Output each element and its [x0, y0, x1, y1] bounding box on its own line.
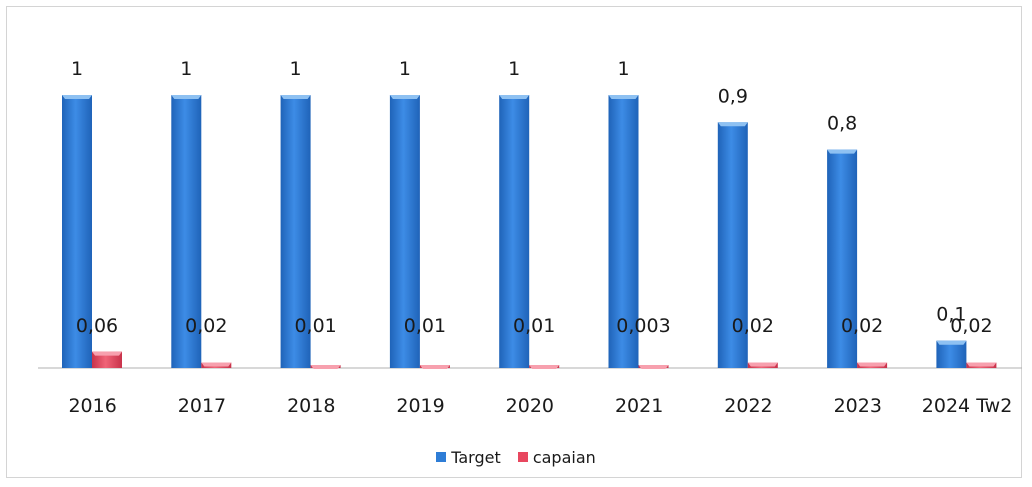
bar-cap — [171, 95, 202, 99]
legend-label-target: Target — [451, 447, 501, 467]
bar-target — [280, 95, 311, 368]
data-label-capaian: 0,02 — [185, 315, 227, 337]
bar-target — [936, 340, 967, 368]
data-label-capaian: 0,01 — [513, 315, 555, 337]
bar-cap — [936, 340, 967, 345]
data-label-capaian: 0,02 — [732, 315, 774, 337]
x-tick-label: 2021 — [615, 395, 663, 417]
legend: Target capaian — [0, 447, 1032, 467]
data-label-target: 1 — [290, 58, 302, 80]
x-tick-label: 2018 — [287, 395, 335, 417]
data-label-capaian: 0,01 — [404, 315, 446, 337]
data-label-target: 1 — [508, 58, 520, 80]
bar-target — [499, 95, 530, 368]
legend-swatch-capaian — [517, 452, 528, 462]
bar-cap — [201, 362, 232, 367]
bar-capaian — [92, 351, 122, 368]
data-label-target: 0,9 — [718, 85, 748, 107]
x-tick-label: 2023 — [834, 395, 882, 417]
bar-cap — [717, 122, 748, 127]
bar-cap — [638, 365, 669, 369]
bar-cap — [62, 95, 92, 99]
data-label-target: 1 — [71, 58, 83, 80]
x-tick-label: 2020 — [506, 395, 554, 417]
bar-target — [827, 149, 858, 368]
data-label-capaian: 0,02 — [950, 315, 992, 337]
bar-cap — [92, 351, 122, 356]
bar-cap — [966, 362, 997, 367]
data-label-capaian: 0,06 — [76, 315, 118, 337]
data-label-target: 1 — [180, 58, 192, 80]
x-tick-label: 2022 — [724, 395, 772, 417]
bar-cap — [608, 95, 639, 99]
legend-swatch-target — [436, 452, 447, 462]
x-tick-label: 2016 — [68, 395, 116, 417]
x-tick-label: 2019 — [396, 395, 444, 417]
bar-target — [608, 95, 639, 368]
bar-cap — [747, 362, 778, 367]
data-label-capaian: 0,01 — [294, 315, 336, 337]
data-label-target: 1 — [617, 58, 629, 80]
data-label-target: 0,1 — [936, 304, 966, 326]
bar-cap — [280, 95, 311, 99]
bar-cap — [389, 95, 420, 99]
bar-cap — [499, 95, 530, 99]
legend-item-target: Target — [436, 448, 501, 467]
data-label-target: 0,8 — [827, 113, 857, 135]
legend-item-capaian: capaian — [517, 447, 596, 467]
legend-label-capaian: capaian — [532, 447, 596, 467]
data-label-target: 1 — [399, 58, 411, 80]
bar-target — [717, 122, 748, 368]
x-tick-label: 2024 Tw2 — [922, 395, 1012, 417]
bar-target — [171, 95, 202, 368]
bar-cap — [310, 365, 341, 369]
bar-cap — [419, 365, 450, 369]
bar-cap — [529, 365, 560, 369]
bar-target — [62, 95, 92, 368]
x-tick-label: 2017 — [178, 395, 226, 417]
bar-target — [389, 95, 420, 368]
bar-cap — [827, 149, 858, 154]
data-label-capaian: 0,003 — [616, 315, 670, 337]
bar-cap — [857, 362, 888, 367]
data-label-capaian: 0,02 — [841, 315, 883, 337]
